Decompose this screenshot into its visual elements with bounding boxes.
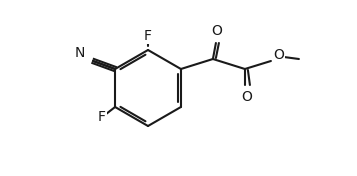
Text: F: F: [98, 110, 106, 124]
Text: F: F: [144, 29, 152, 43]
Text: O: O: [241, 90, 252, 104]
Text: O: O: [211, 24, 222, 38]
Text: N: N: [75, 46, 85, 60]
Text: O: O: [273, 48, 284, 62]
